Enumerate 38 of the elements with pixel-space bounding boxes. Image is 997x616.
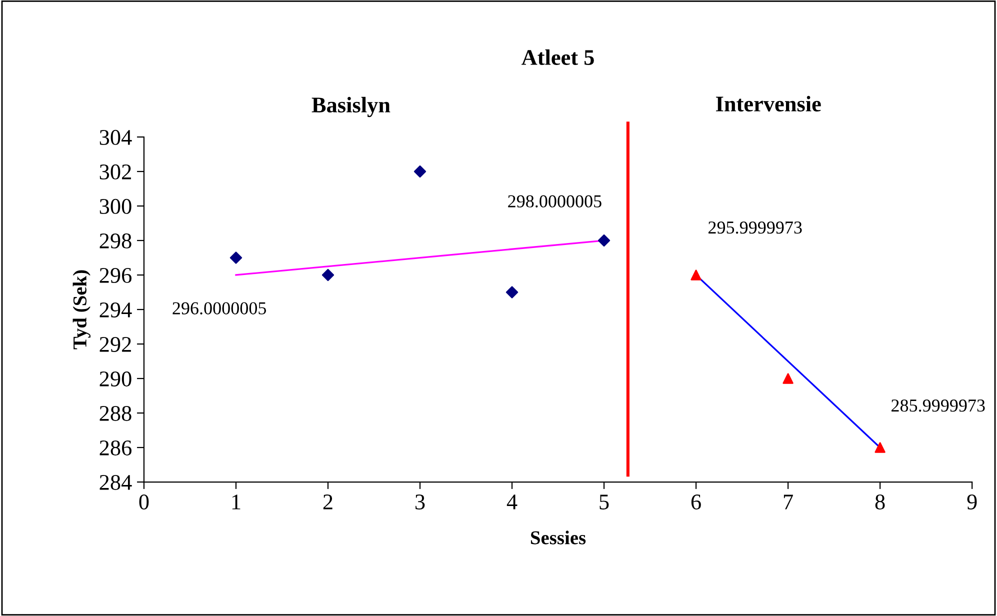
point	[598, 234, 610, 247]
y-tick-label: 304	[100, 130, 132, 145]
x-tick-label: 9	[967, 494, 977, 510]
annotation: 285.9999973	[892, 399, 985, 412]
point	[230, 252, 242, 264]
annotation: 298.0000005	[508, 195, 602, 208]
x-tick-label: 4	[506, 494, 518, 510]
text: Basislyn	[312, 96, 390, 118]
x-tick-label: 5	[600, 494, 609, 510]
x-tick-label: 3	[416, 494, 425, 510]
x-tick-label: 7	[784, 494, 793, 510]
point	[414, 165, 426, 178]
y-tick-label: 286	[100, 440, 132, 456]
x-tick-label: 6	[691, 494, 701, 510]
y-axis-title: Tyd (Sek)	[72, 270, 90, 350]
annotation: 296.0000005	[172, 302, 266, 314]
x-axis-title: Sessies	[530, 530, 586, 544]
point	[690, 270, 702, 280]
point	[874, 442, 886, 453]
point	[506, 286, 518, 298]
y-tick-label: 300	[100, 198, 132, 214]
y-tick-label: 294	[100, 302, 132, 318]
annotation: 295.9999973	[708, 222, 802, 234]
x-tick-label: 0	[139, 494, 149, 510]
point	[322, 268, 334, 282]
y-tick-label: 298	[100, 233, 132, 248]
point	[782, 373, 794, 384]
x-tick-label: 8	[875, 494, 885, 510]
x-tick-label: 2	[323, 494, 332, 510]
text: Intervensie	[716, 96, 821, 112]
y-tick-label: 296	[100, 268, 132, 283]
y-tick-label: 284	[100, 474, 132, 490]
chart-title: Atleet 5	[522, 49, 594, 65]
x-tick-label: 1	[232, 494, 240, 510]
y-tick-label: 288	[100, 406, 132, 421]
y-tick-label: 290	[100, 371, 132, 386]
y-tick-label: 302	[100, 164, 131, 180]
y-tick-label: 292	[100, 337, 131, 352]
